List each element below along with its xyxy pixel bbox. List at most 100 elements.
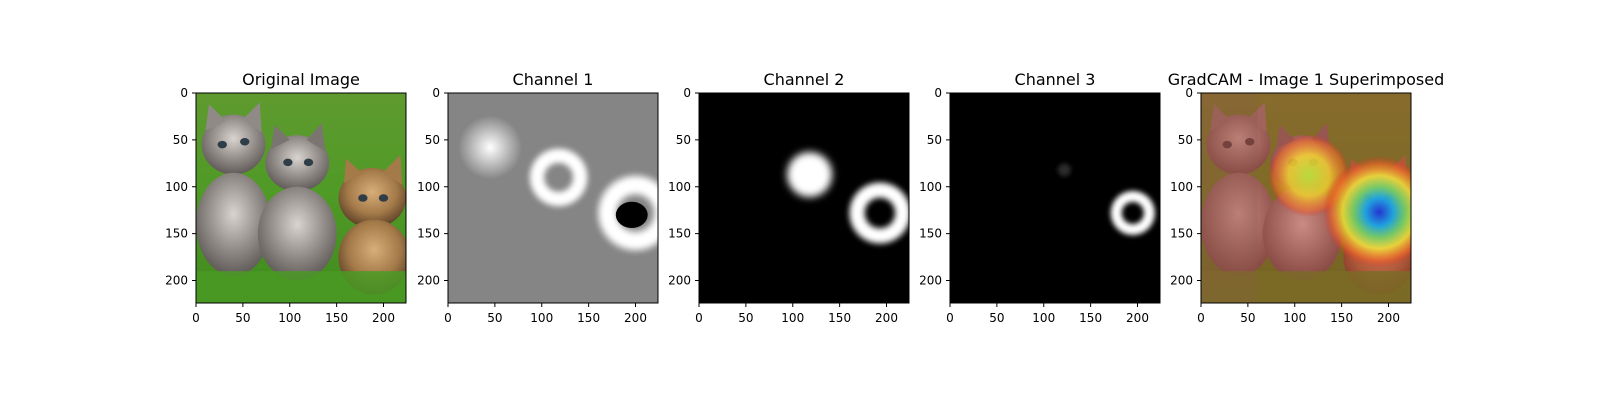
panel-channel2: Channel 2 0 0 50 50 100 100 150 150 200 200 bbox=[668, 70, 910, 325]
x-tick-label: 150 bbox=[828, 311, 851, 325]
grass-foreground bbox=[1201, 271, 1411, 303]
axes-frame bbox=[447, 92, 659, 304]
panel-title: Channel 1 bbox=[513, 70, 594, 89]
x-tick-label: 0 bbox=[1197, 311, 1205, 325]
x-tick-label: 50 bbox=[738, 311, 753, 325]
kitten-middle-ear bbox=[1276, 124, 1295, 150]
x-tick-label: 150 bbox=[1079, 311, 1102, 325]
x-tick-label: 200 bbox=[875, 311, 898, 325]
heatmap-overlay-left bbox=[1201, 93, 1258, 303]
y-tick-label: 150 bbox=[919, 227, 942, 241]
y-tick-label: 150 bbox=[165, 227, 188, 241]
panel-channel3: Channel 3 0 0 50 50 100 100 150 150 200 200 bbox=[919, 70, 1161, 325]
kitten-eye bbox=[303, 158, 314, 167]
kitten-eye bbox=[378, 194, 389, 202]
kitten-middle-ear bbox=[306, 123, 326, 152]
y-tick-label: 200 bbox=[668, 274, 691, 288]
x-tick-label: 200 bbox=[624, 311, 647, 325]
x-tick-label: 200 bbox=[372, 311, 395, 325]
panel-image bbox=[699, 93, 909, 303]
activation-hole bbox=[615, 201, 648, 228]
panel-title: Channel 2 bbox=[764, 70, 845, 89]
x-tick-label: 50 bbox=[235, 311, 250, 325]
panel-channel1: Channel 1 0 0 50 50 100 100 150 150 200 200 bbox=[417, 70, 659, 325]
kitten-left-ear bbox=[205, 104, 226, 131]
y-tick-label: 100 bbox=[165, 180, 188, 194]
x-tick-label: 50 bbox=[989, 311, 1004, 325]
y-tick-label: 200 bbox=[165, 274, 188, 288]
panel-title: Channel 3 bbox=[1015, 70, 1096, 89]
x-tick-label: 150 bbox=[325, 311, 348, 325]
x-tick-label: 100 bbox=[278, 311, 301, 325]
activation-blob bbox=[458, 115, 523, 180]
y-tick-label: 50 bbox=[425, 133, 440, 147]
y-tick-label: 0 bbox=[180, 86, 188, 100]
y-tick-label: 200 bbox=[417, 274, 440, 288]
activation-blob bbox=[787, 152, 833, 198]
x-tick-label: 100 bbox=[781, 311, 804, 325]
kitten-eye bbox=[240, 138, 250, 146]
activation-speck bbox=[1057, 163, 1071, 177]
x-tick-label: 100 bbox=[530, 311, 553, 325]
kitten-middle-ear bbox=[271, 124, 290, 150]
y-tick-label: 150 bbox=[417, 227, 440, 241]
x-tick-label: 200 bbox=[1377, 311, 1400, 325]
kitten-right-ear bbox=[344, 158, 363, 183]
panel-original: Original Image 0 0 50 50 100 100 150 150 200 200 bbox=[165, 70, 407, 325]
y-tick-label: 50 bbox=[676, 133, 691, 147]
kitten-left-ear bbox=[1210, 104, 1231, 131]
y-tick-label: 0 bbox=[934, 86, 942, 100]
x-tick-label: 100 bbox=[1032, 311, 1055, 325]
x-tick-label: 0 bbox=[192, 311, 200, 325]
kitten-eye bbox=[283, 158, 293, 167]
panel-title: Original Image bbox=[242, 70, 360, 89]
kitten-eye bbox=[217, 140, 227, 149]
x-tick-label: 200 bbox=[1126, 311, 1149, 325]
kitten-eye bbox=[358, 194, 368, 202]
kitten-left-ear bbox=[1247, 102, 1267, 133]
kitten-left-body bbox=[196, 172, 271, 276]
y-tick-label: 0 bbox=[432, 86, 440, 100]
y-tick-label: 100 bbox=[668, 180, 691, 194]
y-tick-label: 0 bbox=[1185, 86, 1193, 100]
axes-frame bbox=[949, 92, 1161, 304]
panel-image bbox=[448, 93, 658, 303]
panel-title: GradCAM - Image 1 Superimposed bbox=[1168, 70, 1444, 89]
y-tick-label: 150 bbox=[1170, 227, 1193, 241]
kitten-right-ear bbox=[383, 154, 403, 185]
activation-ring bbox=[846, 179, 909, 247]
kitten-middle-body bbox=[257, 186, 337, 281]
axes-frame bbox=[1200, 92, 1412, 304]
kitten-eye bbox=[1222, 140, 1232, 149]
y-tick-label: 50 bbox=[927, 133, 942, 147]
y-tick-label: 50 bbox=[173, 133, 188, 147]
x-tick-label: 0 bbox=[444, 311, 452, 325]
kitten-middle-head bbox=[265, 135, 330, 192]
y-tick-label: 0 bbox=[683, 86, 691, 100]
x-tick-label: 100 bbox=[1283, 311, 1306, 325]
axes-frame bbox=[698, 92, 910, 304]
y-tick-label: 200 bbox=[1170, 274, 1193, 288]
kitten-left-body bbox=[1201, 172, 1276, 276]
y-tick-label: 200 bbox=[919, 274, 942, 288]
panel-gradcam: GradCAM - Image 1 Superimposed0050501001… bbox=[1168, 70, 1444, 325]
activation-ring bbox=[1108, 188, 1158, 238]
y-tick-label: 100 bbox=[919, 180, 942, 194]
x-tick-label: 0 bbox=[946, 311, 954, 325]
grass-foreground bbox=[196, 271, 406, 303]
kitten-right-head bbox=[338, 168, 406, 228]
x-tick-label: 150 bbox=[1330, 311, 1353, 325]
y-tick-label: 100 bbox=[417, 180, 440, 194]
y-tick-label: 150 bbox=[668, 227, 691, 241]
activation-ring bbox=[526, 145, 591, 210]
kitten-eye bbox=[1245, 138, 1255, 146]
axes-frame bbox=[195, 92, 407, 304]
kitten-left-ear bbox=[242, 102, 262, 133]
x-tick-label: 50 bbox=[487, 311, 502, 325]
x-tick-label: 50 bbox=[1240, 311, 1255, 325]
panel-image bbox=[196, 93, 406, 303]
panel-image bbox=[1201, 93, 1411, 303]
y-tick-label: 100 bbox=[1170, 180, 1193, 194]
panel-image bbox=[950, 93, 1160, 303]
